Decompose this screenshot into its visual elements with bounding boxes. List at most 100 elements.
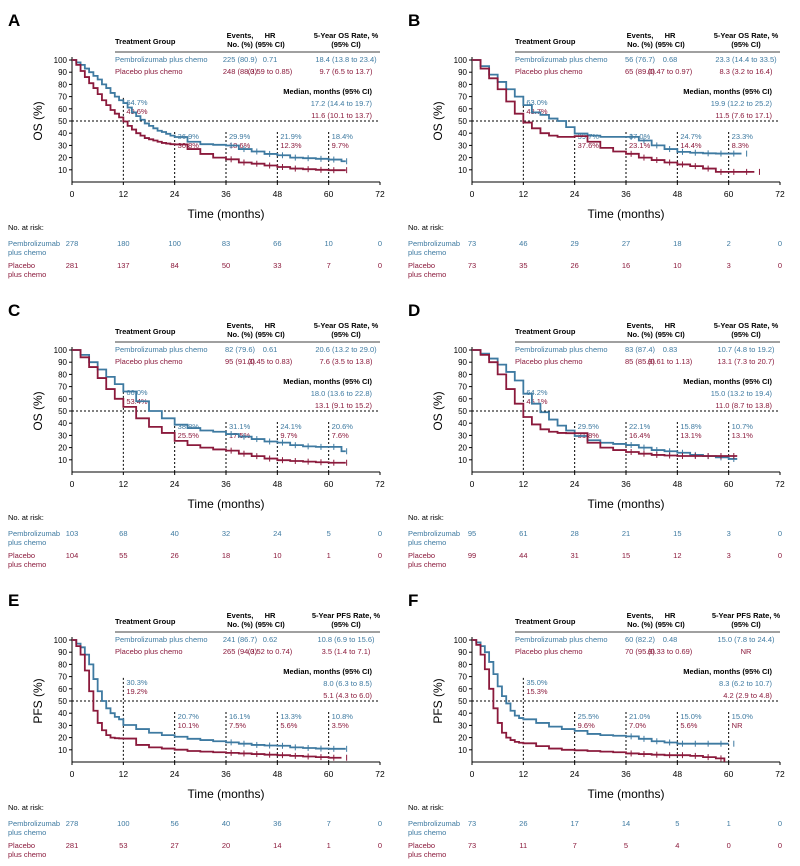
x-tick-label: 24 xyxy=(170,189,180,199)
table-header-events-unit: No. (%) xyxy=(227,40,253,49)
at-risk-value: 0 xyxy=(378,819,382,828)
at-risk-value: 32 xyxy=(222,529,230,538)
table-events: 95 (91.3) xyxy=(225,357,256,366)
at-risk-value: 40 xyxy=(170,529,178,538)
median-value: 8.3 (6.2 to 10.7) xyxy=(719,679,772,688)
x-tick-label: 36 xyxy=(621,189,631,199)
x-tick-label: 12 xyxy=(119,769,129,779)
table-series-name: Pembrolizumab plus chemo xyxy=(115,345,208,354)
landmark-label-placebo: 7.6% xyxy=(332,431,349,440)
panel-letter: B xyxy=(408,11,420,30)
x-tick-label: 12 xyxy=(119,189,129,199)
landmark-label-pembro: 29.5% xyxy=(578,422,600,431)
at-risk-series-label-2: plus chemo xyxy=(408,828,446,837)
table-header-group: Treatment Group xyxy=(115,37,176,46)
y-tick-label: 10 xyxy=(458,456,467,465)
y-axis-label: PFS (%) xyxy=(431,678,445,723)
x-tick-label: 60 xyxy=(324,769,334,779)
km-curve-placebo xyxy=(72,59,346,172)
at-risk-value: 29 xyxy=(570,239,578,248)
y-tick-label: 100 xyxy=(54,636,68,645)
landmark-label-placebo: 9.6% xyxy=(578,721,595,730)
table-hr: 0.68 xyxy=(663,55,678,64)
y-tick-label: 90 xyxy=(58,358,67,367)
km-curve-placebo xyxy=(72,349,346,464)
at-risk-value: 12 xyxy=(673,551,681,560)
landmark-label-pembro: 20.7% xyxy=(178,712,200,721)
x-tick-label: 48 xyxy=(273,479,283,489)
table-header-hr-ci: (95% CI) xyxy=(655,620,685,629)
at-risk-value: 0 xyxy=(778,261,782,270)
y-tick-label: 60 xyxy=(58,685,67,694)
table-rate: 10.8 (6.9 to 15.6) xyxy=(317,635,375,644)
landmark-label-placebo: 30.8% xyxy=(178,141,200,150)
table-events: 70 (95.9) xyxy=(625,647,656,656)
at-risk-series-label: Pembrolizumab xyxy=(408,819,460,828)
at-risk-value: 0 xyxy=(778,551,782,560)
x-tick-label: 72 xyxy=(375,769,385,779)
y-tick-label: 10 xyxy=(58,166,67,175)
landmark-label-placebo: 7.5% xyxy=(229,721,246,730)
table-events: 82 (79.6) xyxy=(225,345,256,354)
table-hr-ci: (0.45 to 0.83) xyxy=(248,357,293,366)
x-tick-label: 0 xyxy=(470,769,475,779)
at-risk-value: 14 xyxy=(273,841,281,850)
km-curve-pembro xyxy=(472,349,738,460)
at-risk-value: 26 xyxy=(519,819,527,828)
at-risk-value: 3 xyxy=(727,529,731,538)
table-header-hr-ci: (95% CI) xyxy=(255,620,285,629)
panel-letter: D xyxy=(408,301,420,320)
y-tick-label: 100 xyxy=(454,56,468,65)
table-header-events-unit: No. (%) xyxy=(227,620,253,629)
y-tick-label: 20 xyxy=(58,444,67,453)
landmark-label-placebo: 9.7% xyxy=(280,431,297,440)
x-tick-label: 72 xyxy=(375,479,385,489)
table-series-name: Pembrolizumab plus chemo xyxy=(515,55,608,64)
landmark-label-pembro: 21.0% xyxy=(629,712,651,721)
at-risk-series-label: Pembrolizumab xyxy=(408,529,460,538)
x-axis-label: Time (months) xyxy=(188,497,265,511)
landmark-label-pembro: 63.0% xyxy=(526,98,548,107)
table-header-events-unit: No. (%) xyxy=(627,40,653,49)
y-tick-label: 30 xyxy=(458,431,467,440)
table-header-group: Treatment Group xyxy=(115,617,176,626)
table-header-hr: HR xyxy=(665,31,676,40)
at-risk-series-label-2: plus chemo xyxy=(8,560,46,569)
y-tick-label: 80 xyxy=(458,370,467,379)
table-header-rate: 5-Year OS Rate, % xyxy=(714,31,779,40)
at-risk-value: 0 xyxy=(378,841,382,850)
at-risk-value: 83 xyxy=(222,239,230,248)
at-risk-value: 73 xyxy=(468,261,476,270)
landmark-label-placebo: 25.5% xyxy=(178,431,200,440)
at-risk-value: 18 xyxy=(222,551,230,560)
at-risk-value: 28 xyxy=(570,529,578,538)
y-tick-label: 100 xyxy=(54,56,68,65)
table-events: 241 (86.7) xyxy=(223,635,258,644)
table-header-rate-ci: (95% CI) xyxy=(731,620,761,629)
at-risk-series-label-2: plus chemo xyxy=(8,538,46,547)
y-tick-label: 70 xyxy=(458,93,467,102)
table-events: 60 (82.2) xyxy=(625,635,656,644)
table-header-events: Events, xyxy=(627,321,654,330)
landmark-label-pembro: 20.6% xyxy=(332,422,354,431)
at-risk-series-label-2: plus chemo xyxy=(408,248,446,257)
at-risk-series-label: Placebo xyxy=(8,841,35,850)
landmark-label-placebo: 49.6% xyxy=(126,107,148,116)
table-header-rate-ci: (95% CI) xyxy=(331,620,361,629)
landmark-label-placebo: 13.1% xyxy=(680,431,702,440)
table-header-group: Treatment Group xyxy=(515,617,576,626)
at-risk-series-label: Pembrolizumab xyxy=(8,529,60,538)
y-tick-label: 90 xyxy=(58,648,67,657)
table-hr: 0.48 xyxy=(663,635,678,644)
y-tick-label: 60 xyxy=(458,395,467,404)
median-header: Median, months (95% CI) xyxy=(283,377,372,386)
at-risk-value: 0 xyxy=(378,261,382,270)
landmark-label-pembro: 35.0% xyxy=(526,678,548,687)
at-risk-value: 2 xyxy=(727,239,731,248)
at-risk-series-label-2: plus chemo xyxy=(408,538,446,547)
y-tick-label: 60 xyxy=(458,105,467,114)
x-tick-label: 36 xyxy=(221,189,231,199)
y-tick-label: 100 xyxy=(54,346,68,355)
table-hr-ci: (0.59 to 0.85) xyxy=(248,67,293,76)
at-risk-series-label-2: plus chemo xyxy=(8,248,46,257)
